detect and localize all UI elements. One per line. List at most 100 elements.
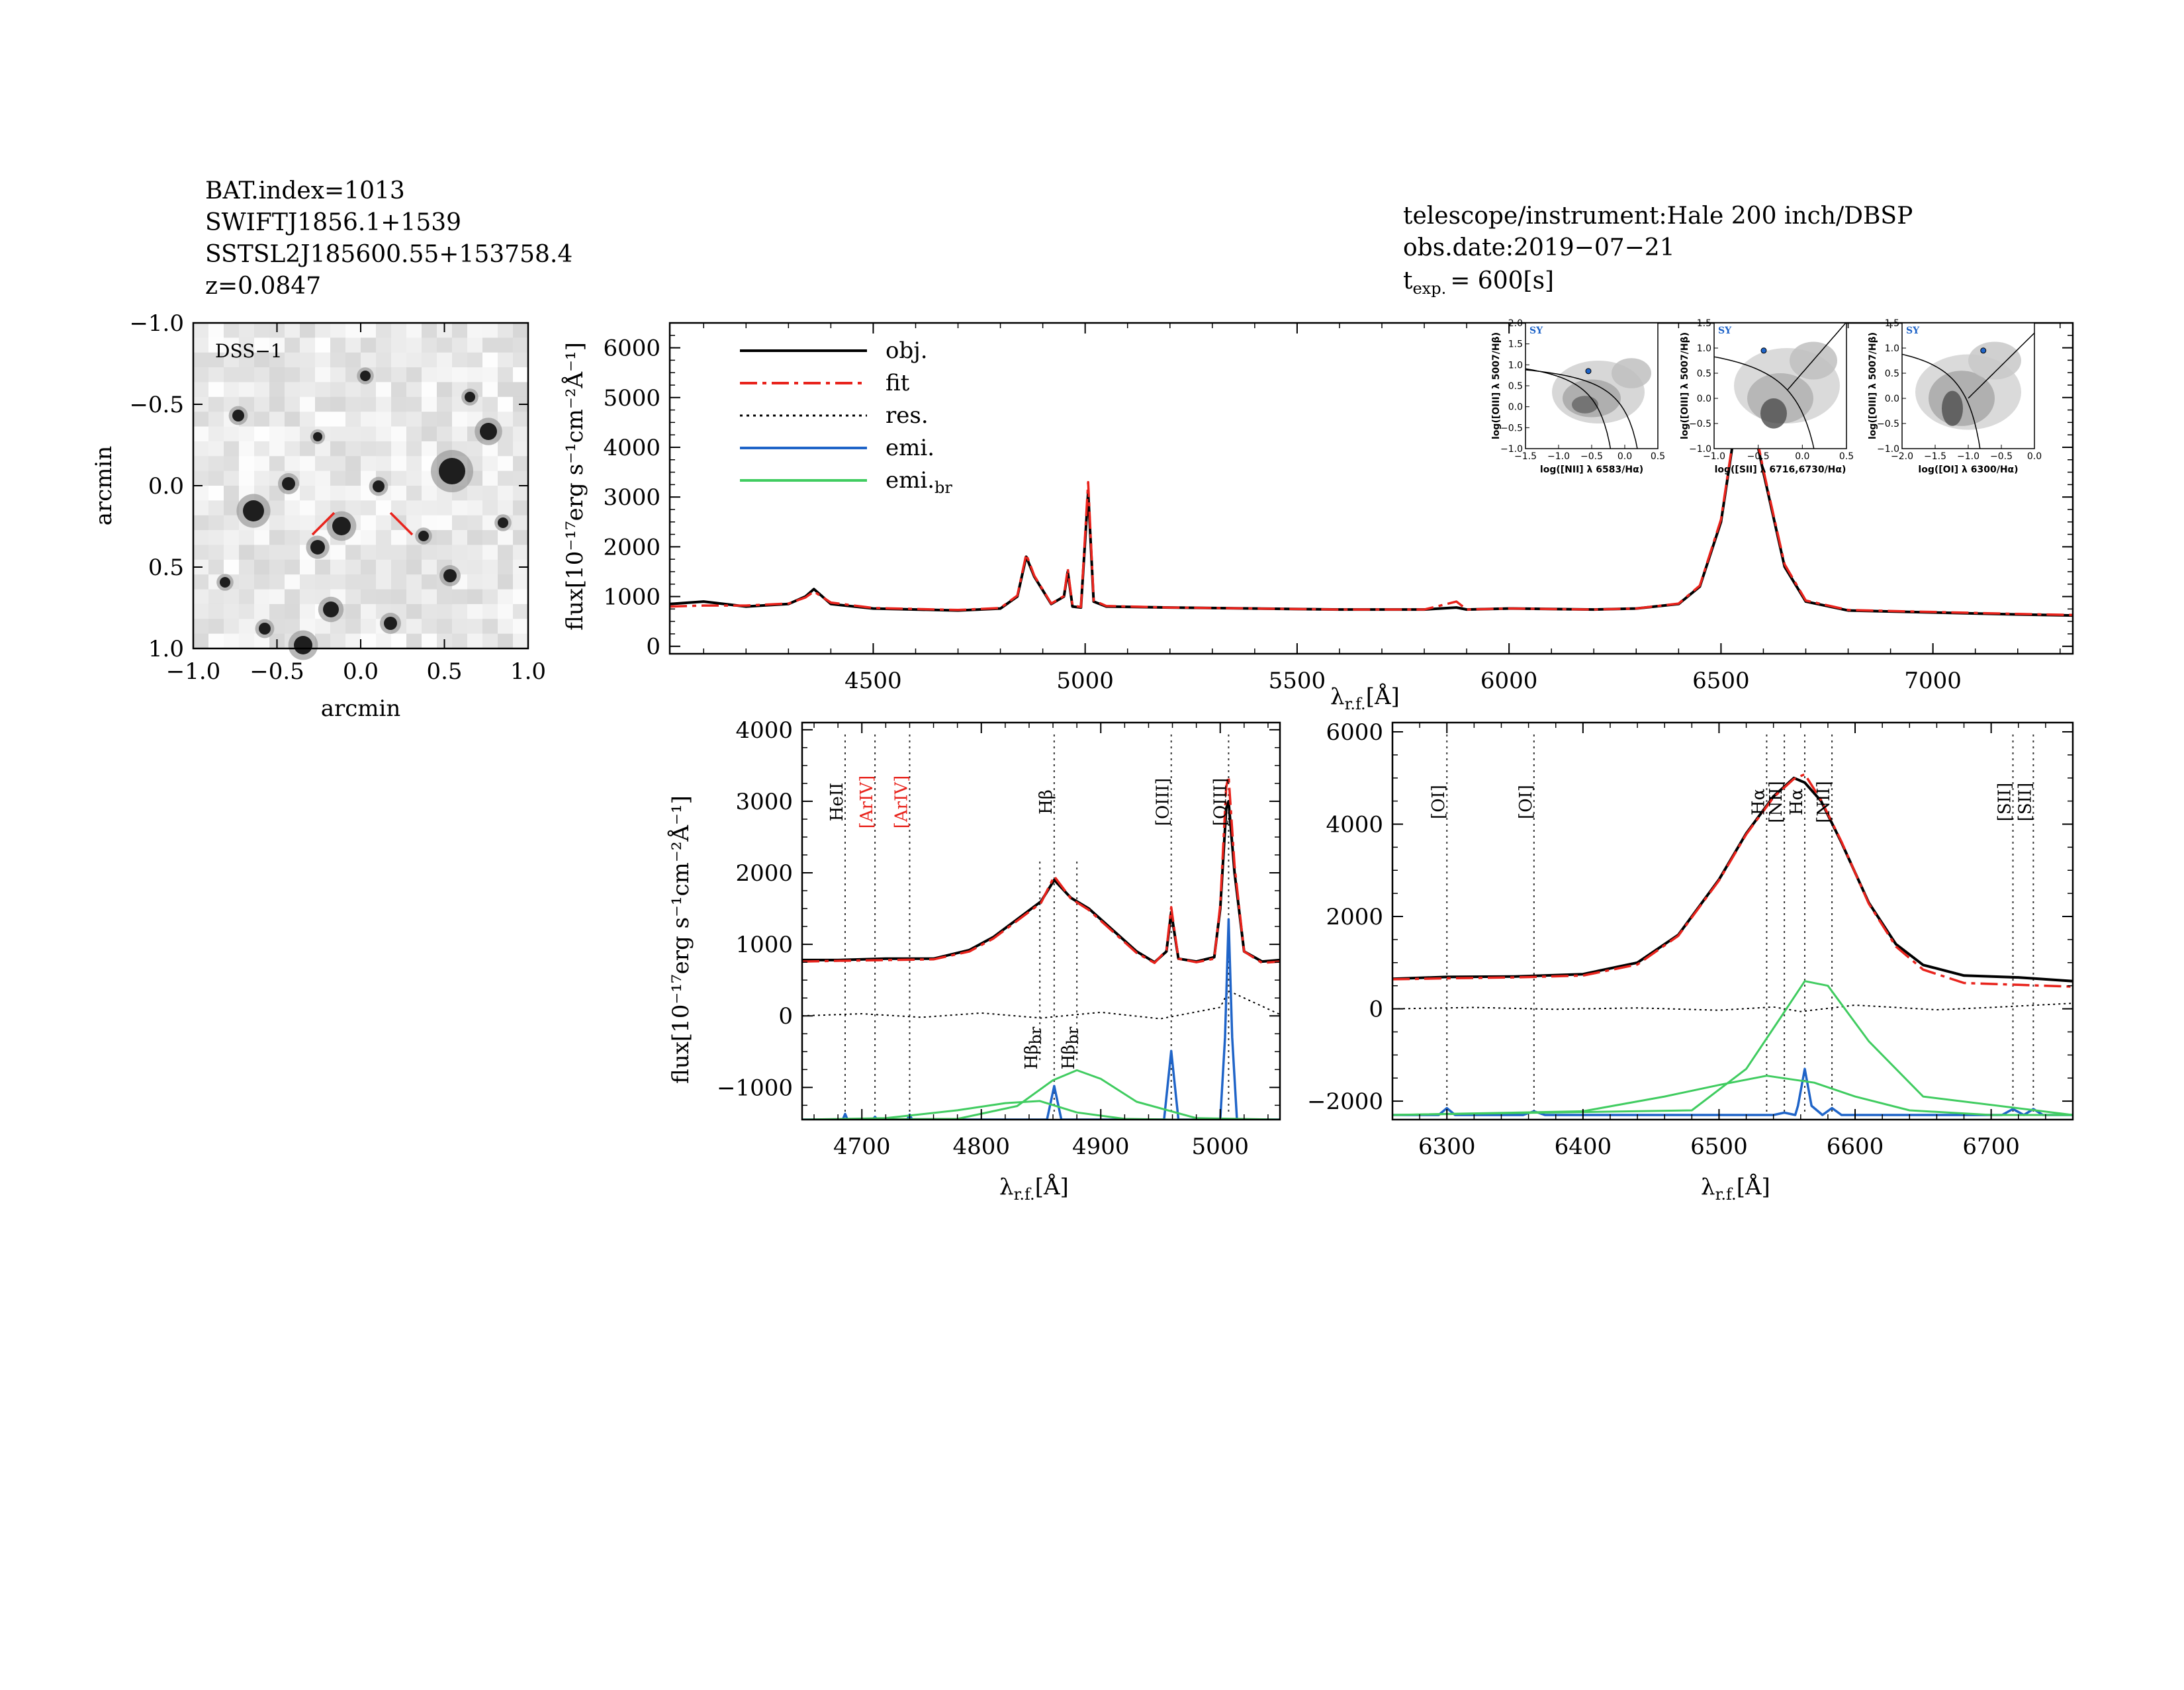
inset-ytick-label: 0.0 bbox=[1508, 402, 1523, 413]
image-pixel bbox=[406, 441, 422, 457]
inset-xtick-label: −2.0 bbox=[1891, 451, 1913, 462]
image-ytick-label: −1.0 bbox=[129, 310, 184, 337]
image-pixel bbox=[224, 515, 240, 531]
image-pixel bbox=[406, 603, 422, 619]
series-emibr bbox=[802, 1100, 1280, 1120]
image-pixel bbox=[315, 367, 331, 382]
image-pixel bbox=[300, 382, 316, 398]
star bbox=[439, 458, 465, 484]
bpt-inset: SY −1.0 −0.5 0.0 0.5 1.5 1.0 0.5 0.0 −0.5 −1.0 log(… bbox=[1680, 318, 1854, 475]
image-pixel bbox=[361, 559, 377, 575]
image-pixel bbox=[513, 367, 529, 382]
image-pixel bbox=[467, 323, 483, 338]
image-pixel bbox=[513, 456, 529, 472]
image-pixel bbox=[437, 396, 453, 412]
inset-ytick-label: 0.0 bbox=[1697, 394, 1711, 404]
inset-ytick-label: 1.5 bbox=[1697, 318, 1711, 329]
series-fit bbox=[670, 391, 2073, 617]
image-pixel bbox=[452, 323, 468, 338]
inset-xtick-label: 0.5 bbox=[1651, 451, 1665, 462]
ytick-label: 1000 bbox=[603, 584, 660, 611]
image-pixel bbox=[452, 619, 468, 635]
image-pixel bbox=[376, 589, 392, 605]
image-pixel bbox=[361, 337, 377, 353]
series-obj bbox=[1392, 776, 2073, 983]
image-pixel bbox=[224, 589, 240, 605]
image-pixel bbox=[437, 352, 453, 368]
series-emibr bbox=[802, 1069, 1280, 1120]
image-pixel bbox=[437, 426, 453, 442]
image-pixel bbox=[391, 441, 407, 457]
image-ytick-label: 0.5 bbox=[148, 555, 184, 581]
image-pixel bbox=[406, 382, 422, 398]
image-pixel bbox=[467, 545, 483, 560]
image-pixel bbox=[376, 500, 392, 516]
main-spectrum-plot: 4500 5000 5500 6000 6500 7000 0 1000 2000 3000 400… bbox=[603, 322, 2074, 694]
image-pixel bbox=[330, 382, 346, 398]
image-pixel bbox=[315, 574, 331, 590]
image-pixel bbox=[254, 337, 270, 353]
line-marker-label: Hα bbox=[1749, 789, 1768, 815]
image-pixel bbox=[406, 589, 422, 605]
image-pixel bbox=[498, 337, 514, 353]
image-pixel bbox=[437, 545, 453, 560]
image-pixel bbox=[376, 426, 392, 442]
image-pixel bbox=[376, 530, 392, 545]
image-xtick-label: −1.0 bbox=[166, 658, 221, 685]
image-pixel bbox=[376, 337, 392, 353]
line-marker-label: [NII] bbox=[1814, 781, 1834, 823]
image-pixel bbox=[345, 619, 361, 635]
image-pixel bbox=[239, 367, 255, 382]
ytick-label: 0 bbox=[1369, 997, 1383, 1023]
image-pixel bbox=[482, 441, 498, 457]
density-contour bbox=[1760, 398, 1787, 429]
inset-xtick-label: −1.0 bbox=[1547, 451, 1570, 462]
ytick-label: 6000 bbox=[603, 335, 660, 362]
image-pixel bbox=[224, 367, 240, 382]
inset-ylabel: log([OIII] λ 5007/Hβ) bbox=[1868, 332, 1878, 439]
main-xlabel: λr.f.[Å] bbox=[1330, 683, 1400, 713]
inset-ytick-label: 0.5 bbox=[1697, 369, 1711, 379]
series-obj bbox=[670, 396, 2073, 617]
image-pixel bbox=[193, 603, 209, 619]
image-pixel bbox=[498, 589, 514, 605]
xtick-label: 4900 bbox=[1072, 1134, 1130, 1160]
xtick-label: 6400 bbox=[1555, 1134, 1612, 1160]
image-pixel bbox=[391, 412, 407, 427]
ytick-label: 3000 bbox=[603, 484, 660, 511]
label-subscript: br bbox=[1064, 1026, 1082, 1044]
density-contour bbox=[1612, 358, 1651, 388]
image-pixel bbox=[513, 323, 529, 338]
plot-area bbox=[802, 734, 1280, 1120]
image-pixel bbox=[513, 412, 529, 427]
xtick-label: 5500 bbox=[1269, 668, 1326, 694]
image-pixel bbox=[300, 486, 316, 501]
image-pixel bbox=[300, 470, 316, 486]
image-pixel bbox=[498, 559, 514, 575]
image-pixel bbox=[315, 396, 331, 412]
image-pixel bbox=[513, 545, 529, 560]
image-pixel bbox=[406, 633, 422, 649]
image-pixel bbox=[437, 500, 453, 516]
star bbox=[360, 371, 371, 381]
inset-xtick-label: −1.0 bbox=[1957, 451, 1979, 462]
image-pixel bbox=[376, 545, 392, 560]
image-pixel bbox=[391, 352, 407, 368]
seyfert-liner-line bbox=[1968, 332, 2034, 399]
image-pixel bbox=[269, 396, 285, 412]
target-marker-left bbox=[311, 511, 336, 536]
xtick-label: 6700 bbox=[1962, 1134, 2020, 1160]
image-pixel bbox=[315, 382, 331, 398]
image-pixel bbox=[224, 545, 240, 560]
image-pixel bbox=[422, 441, 437, 457]
image-pixel bbox=[208, 352, 224, 368]
ytick-label: 1000 bbox=[735, 932, 793, 958]
image-pixel bbox=[208, 396, 224, 412]
image-pixel bbox=[345, 352, 361, 368]
image-pixel bbox=[300, 589, 316, 605]
image-pixel bbox=[269, 545, 285, 560]
image-pixel bbox=[269, 426, 285, 442]
image-pixel bbox=[391, 530, 407, 545]
image-pixel bbox=[422, 589, 437, 605]
image-pixel bbox=[193, 323, 209, 338]
